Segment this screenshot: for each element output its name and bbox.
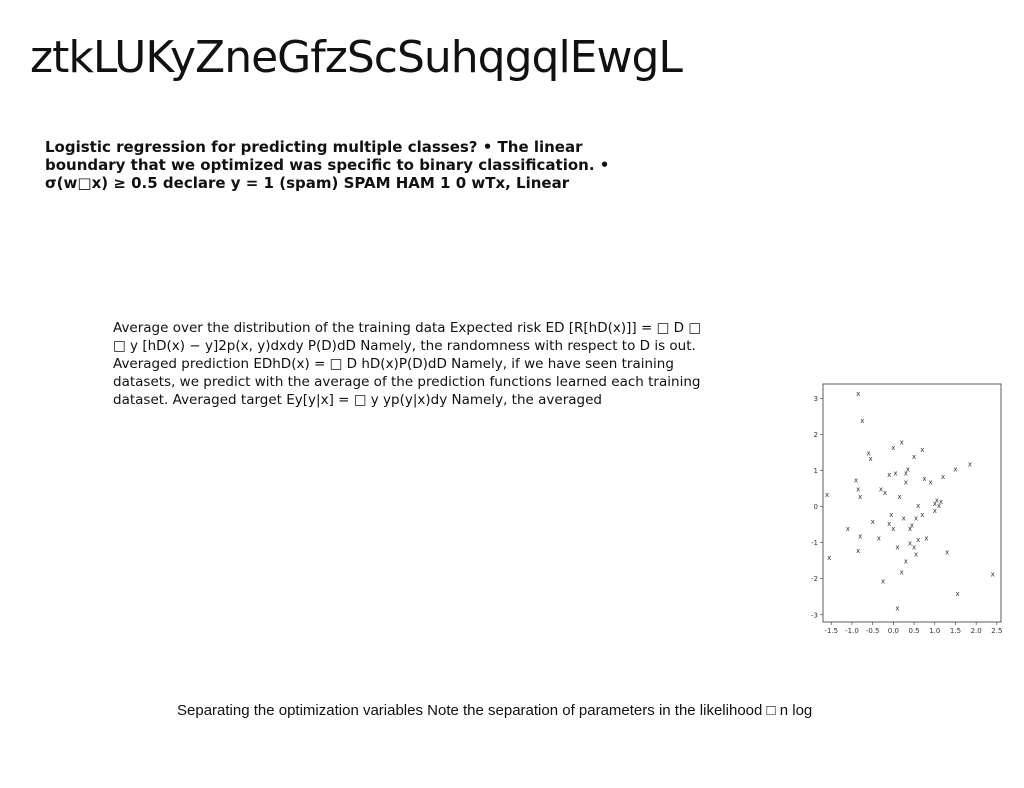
scatter-point: x	[953, 466, 957, 474]
scatter-point: x	[883, 489, 887, 497]
scatter-point: x	[991, 570, 995, 578]
scatter-point: x	[920, 511, 924, 519]
scatter-point: x	[912, 453, 916, 461]
caption-text: Separating the optimization variables No…	[177, 702, 813, 719]
scatter-point: x	[869, 455, 873, 463]
scatter-point: x	[922, 475, 926, 483]
scatter-point: x	[945, 549, 949, 557]
scatter-point: x	[879, 486, 883, 494]
scatter-point: x	[904, 478, 908, 486]
scatter-point: x	[893, 469, 897, 477]
scatter-point: x	[881, 578, 885, 586]
scatter-point: x	[908, 540, 912, 548]
scatter-point: x	[854, 477, 858, 485]
scatter-point: x	[906, 466, 910, 474]
scatter-point: x	[939, 498, 943, 506]
scatter-point: x	[914, 550, 918, 558]
scatter-point: x	[866, 450, 870, 458]
x-tick-label: 0.5	[908, 627, 919, 635]
x-tick-label: 2.0	[971, 627, 982, 635]
scatter-point: x	[937, 502, 941, 510]
scatter-plot-svg: -1.5 -1.0 -0.5 0.0 0.5 1.0 1.5 2.0 2.5 -3 -2 -1 0 1 2 3…	[811, 383, 1002, 635]
scatter-point: x	[933, 500, 937, 508]
bold-text-block: Logistic regression for predicting multi…	[45, 138, 610, 192]
x-tick-label: -1.0	[845, 627, 859, 635]
y-tick-label: 2	[814, 431, 818, 439]
scatter-chart: -1.5 -1.0 -0.5 0.0 0.5 1.0 1.5 2.0 2.5 -3 -2 -1 0 1 2 3…	[806, 378, 1006, 642]
scatter-point: x	[856, 486, 860, 494]
x-tick-label: 2.5	[991, 627, 1002, 635]
scatter-point: x	[955, 590, 959, 598]
scatter-point: x	[898, 493, 902, 501]
scatter-point: x	[941, 473, 945, 481]
x-tick-label: 1.5	[950, 627, 961, 635]
y-tick-label: 1	[814, 467, 818, 475]
scatter-point: x	[933, 507, 937, 515]
scatter-point: x	[856, 547, 860, 555]
scatter-point: x	[891, 525, 895, 533]
x-tick-label: 0.0	[888, 627, 899, 635]
scatter-point: x	[900, 439, 904, 447]
scatter-point: x	[827, 554, 831, 562]
scatter-point: x	[968, 460, 972, 468]
x-tick-label: -0.5	[866, 627, 880, 635]
scatter-point: x	[871, 518, 875, 526]
scatter-point: x	[904, 558, 908, 566]
scatter-point: x	[916, 502, 920, 510]
y-tick-label: -1	[811, 539, 818, 547]
scatter-point: x	[914, 514, 918, 522]
page-title: ztkLUKyZneGfzScSuhqgqlEwgL	[30, 32, 683, 83]
plot-frame	[822, 383, 1002, 623]
body-paragraph: Average over the distribution of the tra…	[113, 320, 702, 408]
scatter-point: x	[910, 522, 914, 530]
x-tick-label: 1.0	[929, 627, 940, 635]
y-tick-label: -3	[811, 611, 818, 619]
scatter-point: x	[935, 496, 939, 504]
scatter-point: x	[908, 525, 912, 533]
scatter-point: x	[887, 471, 891, 479]
scatter-point: x	[846, 525, 850, 533]
y-tick-label: -2	[811, 575, 818, 583]
x-tick-label: -1.5	[824, 627, 838, 635]
scatter-point: x	[895, 605, 899, 613]
scatter-point: x	[924, 534, 928, 542]
y-tick-label: 0	[814, 503, 818, 511]
scatter-point: x	[891, 444, 895, 452]
scatter-point: x	[877, 534, 881, 542]
scatter-point: x	[904, 469, 908, 477]
scatter-point: x	[856, 390, 860, 398]
scatter-point: x	[920, 446, 924, 454]
scatter-point: x	[860, 417, 864, 425]
scatter-point: x	[895, 543, 899, 551]
scatter-point: x	[825, 491, 829, 499]
y-tick-label: 3	[814, 395, 818, 403]
scatter-point: x	[902, 514, 906, 522]
scatter-point: x	[916, 536, 920, 544]
scatter-point: x	[887, 520, 891, 528]
scatter-point: x	[900, 569, 904, 577]
scatter-point: x	[889, 511, 893, 519]
scatter-point: x	[858, 532, 862, 540]
scatter-point: x	[929, 478, 933, 486]
scatter-point: x	[858, 493, 862, 501]
scatter-point: x	[912, 543, 916, 551]
